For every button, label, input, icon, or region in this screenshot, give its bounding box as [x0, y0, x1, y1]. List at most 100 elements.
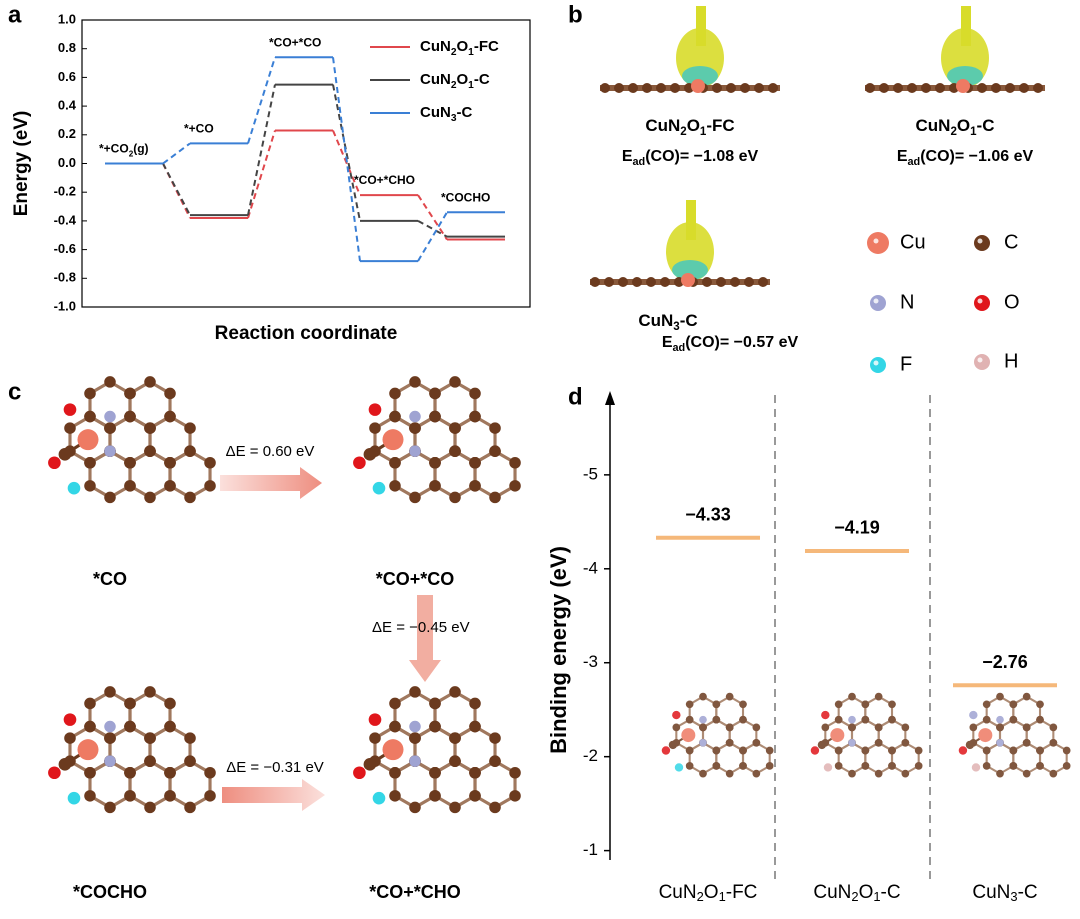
atom-c — [991, 83, 1001, 93]
state-label: *COCHO — [73, 882, 147, 902]
step-arrow — [222, 779, 325, 811]
atom-c — [449, 755, 461, 767]
atom-c — [834, 715, 843, 724]
atom-c — [84, 766, 96, 779]
atom-c — [914, 762, 923, 770]
atom-c — [685, 700, 694, 709]
atom-c — [699, 769, 707, 778]
atom-c — [848, 723, 856, 732]
ring — [1012, 741, 1042, 775]
atom-c — [104, 686, 116, 698]
atom-c — [834, 746, 843, 755]
atom-c — [429, 766, 441, 779]
atom-c — [489, 491, 501, 504]
value-label: −4.33 — [685, 505, 731, 525]
atom-c — [104, 491, 116, 504]
atom-c — [449, 732, 461, 744]
atom-c — [363, 758, 377, 771]
atom-c — [817, 740, 827, 750]
atom-c — [1009, 700, 1018, 709]
atom-c — [389, 697, 401, 710]
atom-f — [674, 763, 684, 772]
atom-cu — [691, 79, 705, 93]
adsorption-energy: Ead(CO)= −1.08 eV — [622, 148, 759, 168]
atom-o — [969, 710, 978, 720]
atom-c — [409, 376, 421, 388]
atom-c — [744, 277, 754, 287]
atom-c — [1049, 738, 1058, 747]
atom-c — [821, 723, 830, 732]
atom-c — [977, 83, 987, 93]
atom-c — [935, 83, 945, 93]
atom-cu — [382, 429, 404, 451]
legend-atom-label: N — [900, 291, 914, 313]
panel-label: d — [568, 383, 583, 410]
atom-c — [668, 740, 678, 750]
atom-c — [184, 491, 196, 504]
atom-c — [888, 762, 896, 770]
atom-c — [469, 766, 481, 779]
atom-c — [901, 723, 910, 732]
atom-c — [1036, 762, 1044, 770]
atom-c — [144, 445, 156, 457]
atom-c — [725, 738, 734, 747]
legend-atom-label: C — [1004, 231, 1018, 253]
atom-c — [429, 790, 441, 802]
atom-c — [369, 732, 381, 744]
atom-c — [712, 700, 721, 709]
connector — [162, 163, 191, 216]
atom-c — [124, 456, 136, 469]
atom-c — [144, 755, 156, 767]
ring — [864, 741, 894, 775]
charge-density — [682, 66, 718, 86]
charge-density — [961, 6, 971, 46]
atom-c — [725, 769, 734, 778]
atom-c — [469, 720, 481, 733]
atom-n — [409, 755, 421, 767]
legend-label: CuN2O1-FC — [420, 38, 499, 58]
atom-n — [699, 738, 707, 747]
atom-c — [739, 746, 747, 755]
y-tick-label: -2 — [583, 746, 598, 765]
atom-c — [429, 697, 441, 710]
atom-c — [509, 480, 521, 492]
atom-c — [389, 720, 401, 733]
atom-c — [739, 715, 747, 724]
legend-atom — [974, 354, 990, 370]
y-tick-label: -3 — [583, 652, 598, 671]
charge-density — [672, 260, 708, 280]
step-energy: ΔE = −0.45 eV — [372, 619, 470, 636]
atom-o — [958, 746, 968, 755]
atom-c — [754, 83, 764, 93]
atom-c — [752, 769, 761, 778]
ring — [1038, 741, 1068, 775]
atom-c — [184, 445, 196, 457]
atom-c — [409, 801, 421, 814]
atom-c — [982, 715, 991, 724]
atom-c — [509, 766, 521, 779]
ring — [473, 759, 517, 810]
y-tick-label: -0.8 — [54, 270, 76, 285]
step-energy: ΔE = −0.31 eV — [226, 759, 324, 776]
atom-o — [63, 403, 77, 416]
atom-n — [848, 715, 856, 724]
structure-name: CuN3-C — [638, 311, 697, 333]
connector — [247, 57, 276, 144]
atom-c — [874, 738, 883, 747]
atom-c — [1049, 769, 1058, 778]
y-tick-label: 0.4 — [58, 98, 77, 113]
atom-c — [982, 700, 991, 709]
atom-c — [509, 456, 521, 469]
atom-c — [656, 83, 666, 93]
ring — [890, 741, 920, 775]
state-label: *+CO — [184, 122, 214, 136]
atom-c — [726, 83, 736, 93]
atom-c — [489, 732, 501, 744]
legend-atom — [867, 232, 889, 254]
axis-arrow — [605, 391, 615, 405]
legend-atom-shine — [873, 298, 879, 304]
atom-c — [1022, 692, 1031, 701]
legend-atom-shine — [977, 357, 983, 363]
legend-atom — [974, 235, 990, 251]
atom-c — [1022, 769, 1031, 778]
